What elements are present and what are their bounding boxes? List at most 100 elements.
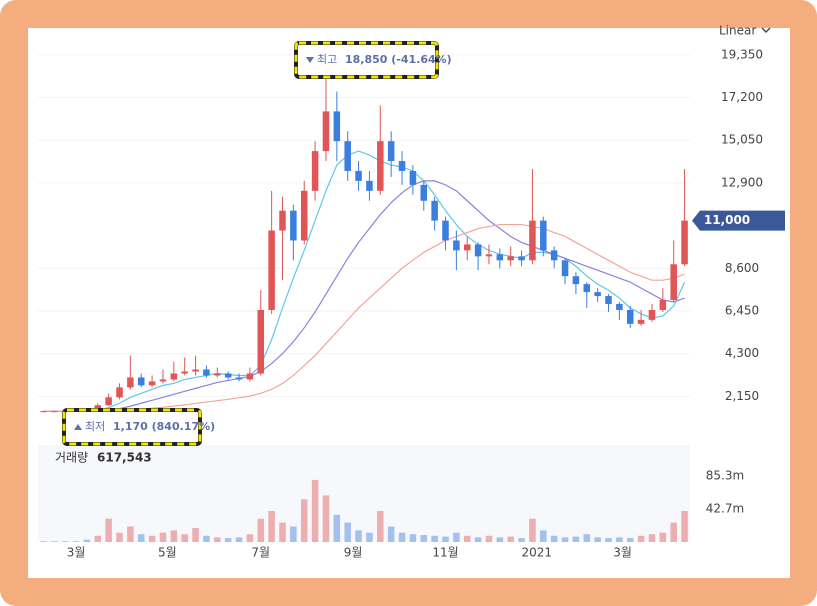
volume-bar [398,532,406,542]
candle-body [518,256,525,261]
y-tick-label: 17,200 [721,90,763,104]
volume-bar [485,535,493,542]
volume-bar [61,541,69,542]
scale-mode[interactable]: Linear [719,24,756,38]
candle-body [40,411,47,413]
candle-body [540,220,547,251]
volume-bar [496,537,504,542]
candle-body [409,170,417,185]
x-tick-label: 5월 [158,546,177,560]
candle-body [224,373,232,378]
candle-body [290,210,297,241]
volume-bar [181,534,188,542]
x-tick-label: 2021 [522,546,553,560]
volume-bar [518,538,525,542]
candle-body [300,190,308,241]
volume-bar [322,495,330,542]
volume-last: 617,543 [97,451,152,465]
candle-body [355,170,362,181]
volume-bar [648,534,656,542]
volume-bar [616,537,623,542]
volume-bar [170,530,178,542]
volume-bar [192,528,199,542]
volume-bar [333,514,341,542]
candle-body [203,369,210,376]
volume-bar [453,532,460,542]
volume-bar [203,535,210,542]
candle-body [127,377,134,388]
volume-bar [463,535,471,542]
volume-bar [550,535,558,542]
volume-bar [474,537,482,542]
candle-body [268,230,275,310]
volume-bar [290,526,297,542]
candle-body [572,276,580,285]
candle-body [311,151,319,191]
volume-bar [507,536,514,542]
candle-body [322,111,330,152]
candle-body [105,397,112,406]
volume-bar [40,541,47,542]
candle-body [659,300,667,310]
candle-body [485,254,493,257]
candle-body [181,371,188,374]
candle-body [442,220,449,241]
candle-body [159,379,167,382]
candle-body [583,284,591,293]
volume-bar [268,510,275,542]
volume-bar [51,541,58,542]
annotation-value: 18,850 (-41.64%) [345,53,452,66]
candle-body [235,377,243,380]
candle-body [257,309,265,374]
candle-body [137,377,145,386]
annotation-box-dash [294,41,439,79]
candle-body [377,141,384,191]
annotation-label: 최저 [85,420,105,433]
volume-bar [605,538,612,542]
volume-bar [72,541,80,542]
volume-bar [127,526,134,542]
x-tick-label: 3월 [613,546,632,560]
volume-bar [344,522,351,542]
volume-bar [159,532,167,542]
volume-bar [420,535,428,542]
y-tick-label: 6,450 [725,303,759,317]
candle-body [333,111,341,142]
candle-body [605,296,612,304]
volume-bar [235,537,243,542]
current-price-badge [692,210,785,231]
annotation-arrow [306,57,314,63]
volume-bar [670,522,677,542]
volume-bar [94,535,102,542]
y-tick-label: 15,050 [721,133,763,147]
candle-body [616,303,623,310]
volume-bar [279,522,286,542]
volume-bar [377,510,384,542]
volume-tick-label: 85.3m [706,468,744,482]
candle-body [594,292,601,297]
moving-average-line [43,150,686,413]
candle-body [637,319,645,324]
moving-average-line [43,180,685,413]
volume-bar [214,537,221,542]
volume-bar [637,535,645,542]
volume-bar [431,535,438,542]
volume-title: 거래량 [55,451,88,465]
y-tick-label: 19,350 [721,47,763,61]
volume-bar [105,518,112,542]
candle-body [648,309,656,320]
volume-bar [583,534,591,542]
volume-bar [540,530,547,542]
annotation-box-dash [62,408,202,446]
candle-body [366,180,373,191]
candle-body [246,373,254,380]
current-price-label: 11,000 [704,213,750,227]
volume-bar [366,532,373,542]
candle-body [51,411,58,413]
scale-chevron[interactable] [761,27,771,33]
candle-body [192,369,199,372]
x-tick-label: 9월 [344,546,363,560]
candle-body [561,260,569,277]
annotation-label: 최고 [317,53,337,66]
